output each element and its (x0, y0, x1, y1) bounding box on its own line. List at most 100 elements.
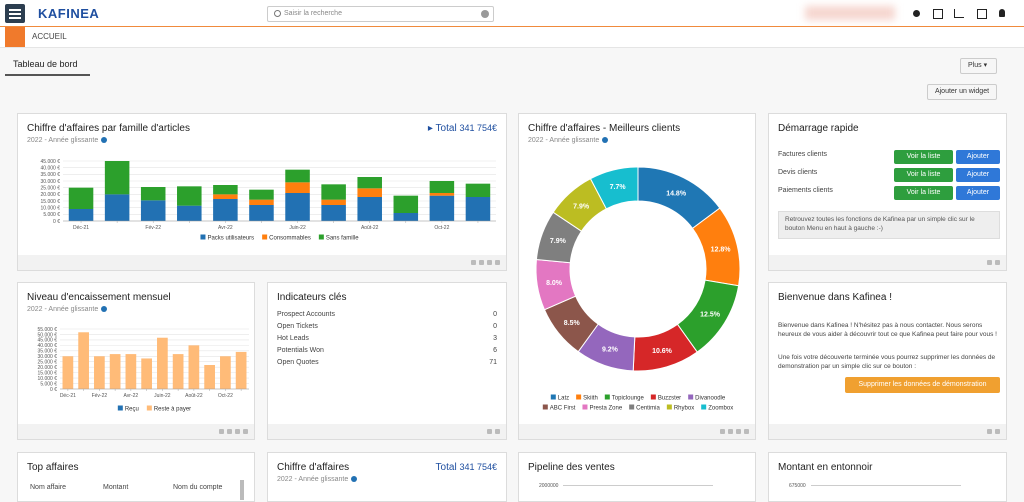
add-widget-button[interactable]: Ajouter un widget (927, 84, 997, 100)
y-tick-label: 40.000 € (38, 343, 58, 349)
slice-label: 8.0% (546, 280, 563, 287)
legend-item: Buzzster (650, 394, 681, 402)
bar-segment (94, 356, 105, 389)
subtitle-text: 2022 - Année glissante (27, 306, 99, 313)
widget: Chiffre d'affaires par famille d'article… (17, 113, 507, 271)
chart: 14.8% 12.8% 12.5% 10.6% 9.2% 8.5% 8.0% 7.9% 7.9%… (535, 166, 741, 412)
x-tick-label: Déc-21 (73, 225, 89, 231)
legend-label: Presta Zone (589, 406, 622, 412)
bar-segment (249, 205, 274, 221)
subtitle-text: 2022 - Année glissante (528, 137, 600, 144)
kpi-value: 6 (493, 347, 497, 354)
widget-title: Top affaires (27, 462, 79, 473)
add-button[interactable]: Ajouter (956, 186, 1000, 200)
bar-segment (429, 181, 455, 193)
legend-swatch (146, 405, 152, 411)
x-tick-label: Avr-22 (124, 393, 139, 399)
bar-segment (429, 195, 455, 221)
y-tick-label: 20.000 € (38, 365, 58, 371)
legend-item: Packs utilisateurs (200, 234, 254, 242)
legend-item: Reste à payer (146, 405, 191, 413)
widget: Bienvenue dans Kafinea ! Bienvenue dans … (768, 282, 1007, 440)
bar-segment (321, 199, 346, 205)
kpi-label: Potentials Won (277, 347, 324, 354)
widget-title: Chiffre d'affaires - Meilleurs clients (528, 123, 681, 134)
view-list-button[interactable]: Voir la liste (894, 150, 953, 164)
top-bar: KAFINEA Saisir la recherche (0, 0, 1024, 27)
search-box[interactable]: Saisir la recherche (267, 6, 494, 22)
y-tick-label: 5.000 € (40, 381, 57, 387)
y-tick-label: 40.000 € (41, 165, 61, 171)
bar-segment (104, 161, 130, 195)
row-label: Factures clients (778, 151, 828, 158)
legend-label: Buzzster (658, 396, 681, 402)
bar-segment (172, 354, 184, 389)
legend-swatch (604, 394, 610, 400)
tab-underline (5, 74, 90, 76)
bar-segment (213, 185, 238, 195)
y-tick-label: 675000 (789, 483, 806, 489)
kpi-label: Hot Leads (277, 335, 309, 342)
tab[interactable]: Tableau de bord (13, 59, 78, 69)
delete-demo-button[interactable]: Supprimer les données de démonstration (845, 377, 1000, 393)
row-label: Paiements clients (778, 187, 833, 194)
widget-subtitle: 2022 - Année glissante (528, 137, 609, 144)
slice-label: 9.2% (602, 347, 619, 354)
bar-segment (213, 194, 238, 199)
user-icon[interactable] (999, 9, 1005, 17)
legend-item: Latz (550, 394, 569, 402)
chart-icon[interactable] (954, 9, 964, 18)
legend-swatch (666, 404, 672, 410)
user-name (805, 6, 895, 20)
bar-segment (321, 184, 346, 200)
logo[interactable]: KAFINEA (38, 6, 100, 21)
total-value: 341 754€ (459, 462, 497, 472)
widget: Indicateurs clés Prospect Accounts 0 Open … (267, 282, 507, 440)
slice-label: 8.5% (564, 320, 581, 327)
y-tick-label: 30.000 € (41, 179, 61, 185)
widget-footer (519, 424, 755, 439)
view-list-button[interactable]: Voir la liste (894, 168, 953, 182)
legend-item: Topiclounge (604, 394, 644, 402)
slice-label: 14.8% (666, 191, 687, 198)
legend-item: Presta Zone (582, 404, 623, 412)
view-list-button[interactable]: Voir la liste (894, 186, 953, 200)
legend-swatch (117, 405, 123, 411)
legend-item: Consommables (262, 234, 311, 242)
subtitle-text: 2022 - Année glissante (277, 476, 349, 483)
y-tick-label: 50.000 € (38, 332, 58, 338)
x-tick-label: Fév-22 (145, 225, 161, 231)
y-tick-label: 0 € (53, 219, 60, 225)
y-tick-label: 10.000 € (38, 376, 58, 382)
add-icon[interactable] (913, 10, 920, 17)
x-tick-label: Déc-21 (60, 393, 76, 399)
home-icon[interactable] (5, 27, 25, 47)
legend-label: Sans famille (326, 236, 359, 242)
scrollbar[interactable] (240, 480, 244, 500)
bar-segment (204, 365, 215, 389)
widget: Démarrage rapide Retrouvez toutes les fo… (768, 113, 1007, 271)
add-button[interactable]: Ajouter (956, 168, 1000, 182)
bar-segment (285, 169, 310, 183)
calendar-icon[interactable] (933, 9, 943, 19)
bar-segment (177, 186, 202, 206)
task-icon[interactable] (977, 9, 987, 19)
y-tick-label: 45.000 € (41, 159, 61, 165)
bar-segment (141, 358, 152, 389)
widget-footer (769, 424, 1006, 439)
widget-footer (18, 255, 506, 270)
bar-segment (78, 332, 89, 389)
y-tick-label: 15.000 € (41, 199, 61, 205)
widget-title: Indicateurs clés (277, 292, 347, 303)
legend-swatch (629, 404, 635, 410)
more-button[interactable]: Plus ▾ (960, 58, 997, 74)
x-tick-label: Avr-22 (218, 225, 233, 231)
menu-button[interactable] (5, 4, 25, 23)
add-button[interactable]: Ajouter (956, 150, 1000, 164)
bar-segment (213, 199, 238, 221)
bar-segment (62, 356, 74, 389)
bar-segment (393, 213, 419, 221)
bar-segment (357, 188, 382, 197)
breadcrumb[interactable]: ACCUEIL (32, 32, 67, 41)
legend-swatch (318, 234, 324, 240)
